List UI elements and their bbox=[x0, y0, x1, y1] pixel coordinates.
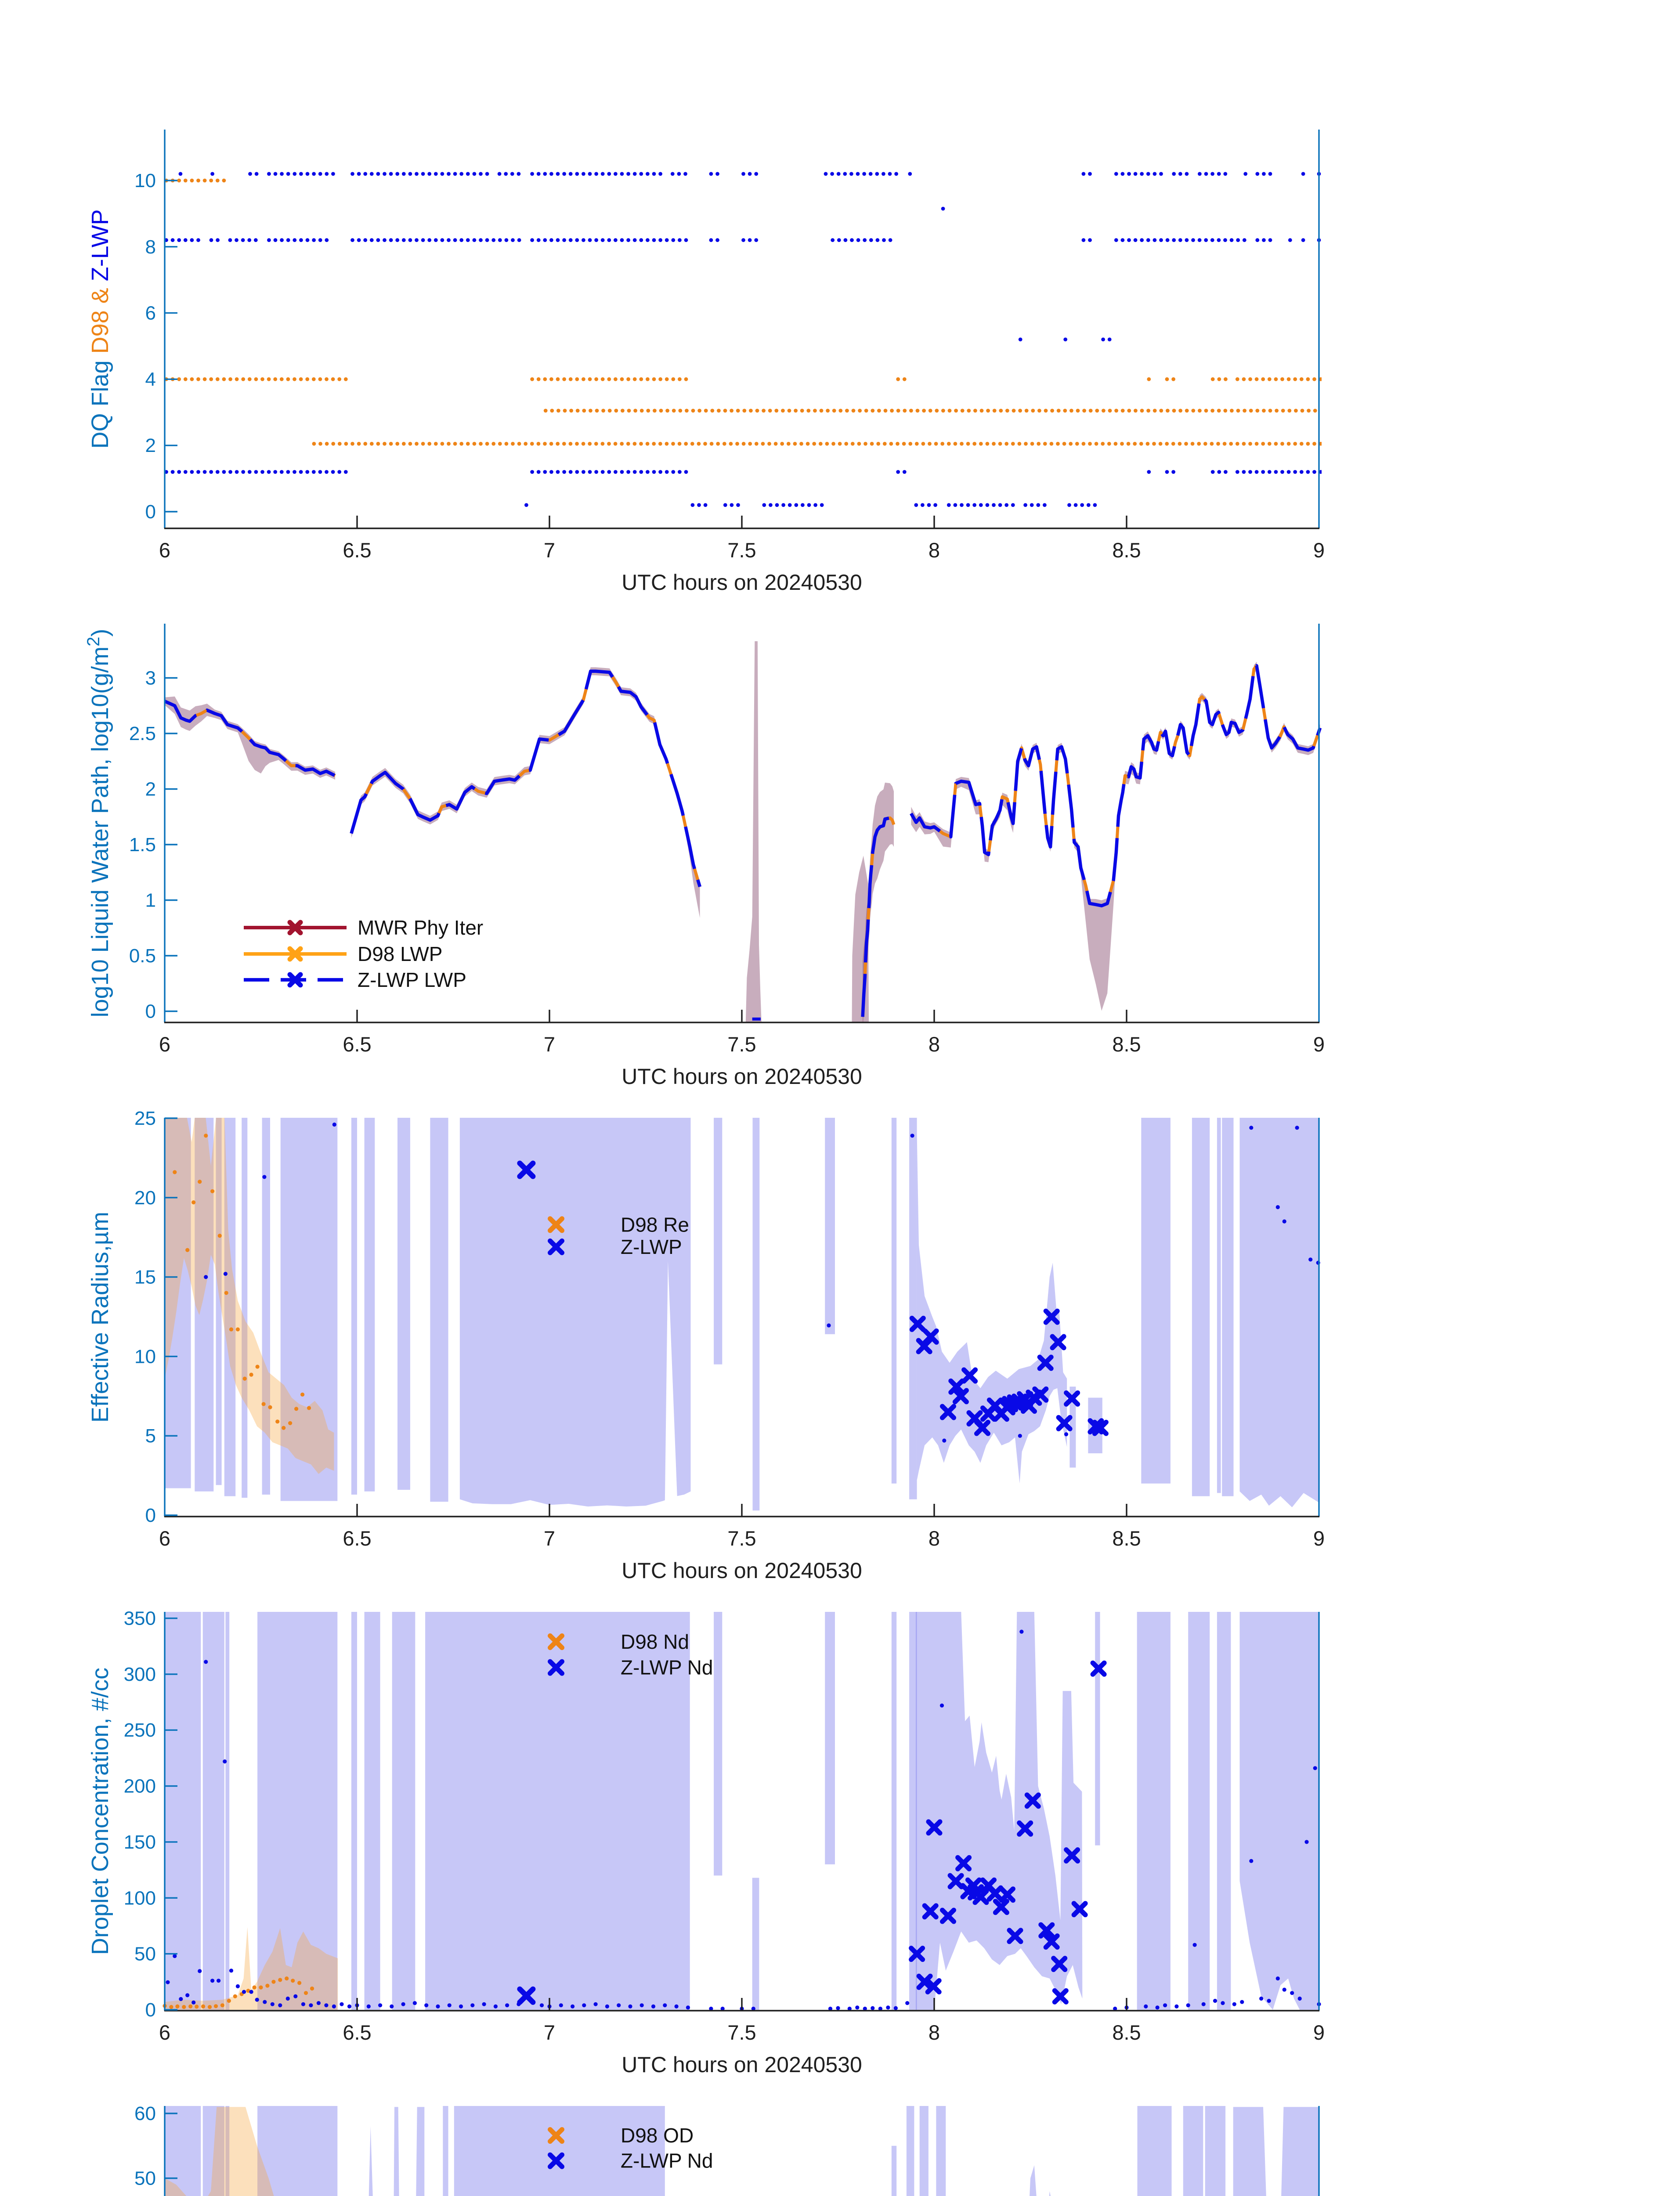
svg-text:0: 0 bbox=[145, 1001, 156, 1022]
svg-text:200: 200 bbox=[124, 1776, 156, 1797]
svg-text:8: 8 bbox=[929, 1033, 940, 1056]
svg-text:250: 250 bbox=[124, 1719, 156, 1741]
svg-text:6: 6 bbox=[159, 538, 170, 562]
svg-text:0.5: 0.5 bbox=[129, 945, 156, 967]
svg-text:DQ Flag D98 & Z-LWP: DQ Flag D98 & Z-LWP bbox=[87, 209, 113, 448]
svg-text:UTC hours on 20240530: UTC hours on 20240530 bbox=[621, 570, 862, 595]
svg-text:5: 5 bbox=[145, 1425, 156, 1447]
svg-text:4: 4 bbox=[145, 368, 156, 390]
svg-text:8: 8 bbox=[145, 236, 156, 258]
svg-text:7.5: 7.5 bbox=[727, 538, 756, 562]
svg-text:25: 25 bbox=[134, 1108, 156, 1129]
svg-text:2: 2 bbox=[145, 435, 156, 456]
svg-text:UTC hours on 20240530: UTC hours on 20240530 bbox=[621, 1064, 862, 1089]
svg-text:10: 10 bbox=[134, 170, 156, 191]
svg-text:8.5: 8.5 bbox=[1112, 2021, 1141, 2044]
svg-text:8.5: 8.5 bbox=[1112, 1033, 1141, 1056]
svg-text:8: 8 bbox=[929, 2021, 940, 2044]
svg-text:9: 9 bbox=[1313, 2021, 1325, 2044]
svg-text:7.5: 7.5 bbox=[727, 2021, 756, 2044]
svg-text:300: 300 bbox=[124, 1664, 156, 1685]
svg-text:7.5: 7.5 bbox=[727, 1033, 756, 1056]
svg-text:6.5: 6.5 bbox=[343, 538, 371, 562]
svg-text:8: 8 bbox=[929, 538, 940, 562]
svg-text:9: 9 bbox=[1313, 538, 1325, 562]
svg-text:100: 100 bbox=[124, 1887, 156, 1909]
svg-text:Z-LWP Nd: Z-LWP Nd bbox=[621, 1656, 713, 1679]
svg-text:D98 LWP: D98 LWP bbox=[358, 943, 442, 965]
svg-text:6.5: 6.5 bbox=[343, 2021, 371, 2044]
svg-text:log10 Liquid Water Path, log10: log10 Liquid Water Path, log10(g/m2) bbox=[84, 629, 113, 1018]
svg-text:6: 6 bbox=[159, 1033, 170, 1056]
svg-text:8: 8 bbox=[929, 1527, 940, 1550]
svg-text:2: 2 bbox=[145, 779, 156, 800]
svg-text:60: 60 bbox=[134, 2103, 156, 2124]
svg-text:D98 Re: D98 Re bbox=[621, 1213, 689, 1236]
svg-text:1.5: 1.5 bbox=[129, 834, 156, 856]
svg-text:UTC hours on 20240530: UTC hours on 20240530 bbox=[621, 1558, 862, 1583]
svg-text:0: 0 bbox=[145, 1505, 156, 1526]
svg-text:7.5: 7.5 bbox=[727, 1527, 756, 1550]
svg-text:7: 7 bbox=[544, 2021, 555, 2044]
svg-text:9: 9 bbox=[1313, 1033, 1325, 1056]
svg-text:9: 9 bbox=[1313, 1527, 1325, 1550]
svg-text:3: 3 bbox=[145, 668, 156, 689]
svg-text:Droplet Concentration, #/cc: Droplet Concentration, #/cc bbox=[87, 1668, 113, 1955]
svg-text:8.5: 8.5 bbox=[1112, 1527, 1141, 1550]
svg-text:10: 10 bbox=[134, 1346, 156, 1367]
svg-text:Effective Radius,µm: Effective Radius,µm bbox=[87, 1212, 113, 1423]
svg-text:D98 OD: D98 OD bbox=[621, 2124, 694, 2147]
svg-text:6: 6 bbox=[159, 2021, 170, 2044]
svg-text:0: 0 bbox=[145, 1999, 156, 2021]
svg-text:Z-LWP LWP: Z-LWP LWP bbox=[358, 968, 466, 991]
svg-text:2.5: 2.5 bbox=[129, 723, 156, 744]
svg-text:Z-LWP: Z-LWP bbox=[621, 1235, 682, 1258]
svg-text:D98 Nd: D98 Nd bbox=[621, 1630, 689, 1653]
svg-text:6.5: 6.5 bbox=[343, 1527, 371, 1550]
svg-text:50: 50 bbox=[134, 1943, 156, 1965]
svg-text:7: 7 bbox=[544, 538, 555, 562]
svg-text:6: 6 bbox=[145, 303, 156, 324]
svg-text:50: 50 bbox=[134, 2168, 156, 2189]
svg-text:350: 350 bbox=[124, 1608, 156, 1629]
svg-text:7: 7 bbox=[544, 1033, 555, 1056]
svg-text:8.5: 8.5 bbox=[1112, 538, 1141, 562]
svg-text:15: 15 bbox=[134, 1267, 156, 1288]
svg-text:UTC hours on 20240530: UTC hours on 20240530 bbox=[621, 2052, 862, 2077]
svg-text:0: 0 bbox=[145, 501, 156, 523]
svg-text:6.5: 6.5 bbox=[343, 1033, 371, 1056]
svg-text:150: 150 bbox=[124, 1831, 156, 1853]
svg-text:Z-LWP Nd: Z-LWP Nd bbox=[621, 2149, 713, 2172]
svg-text:1: 1 bbox=[145, 890, 156, 911]
svg-text:7: 7 bbox=[544, 1527, 555, 1550]
svg-text:20: 20 bbox=[134, 1187, 156, 1209]
svg-text:MWR Phy Iter: MWR Phy Iter bbox=[358, 916, 483, 939]
svg-text:6: 6 bbox=[159, 1527, 170, 1550]
